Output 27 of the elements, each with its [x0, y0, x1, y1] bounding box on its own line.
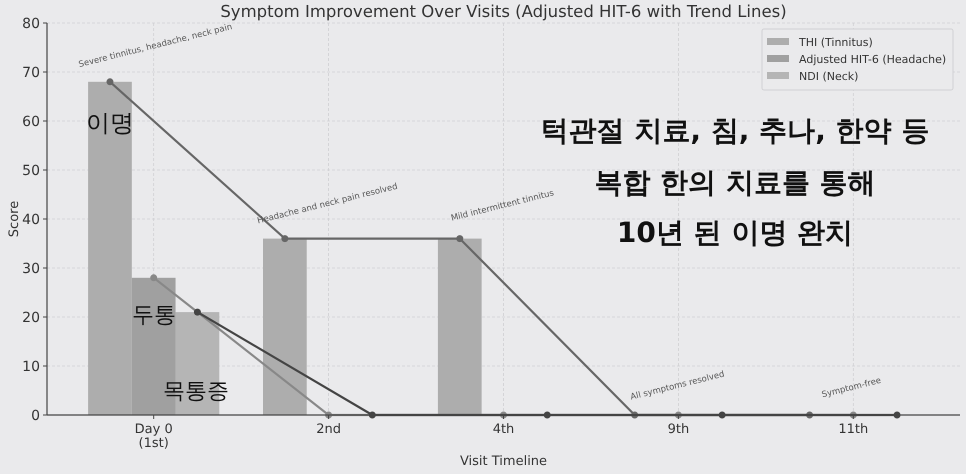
- x-tick-label: Day 0 (1st): [134, 422, 173, 451]
- x-tick-label: 11th: [838, 422, 868, 437]
- legend-label: THI (Tinnitus): [798, 36, 873, 49]
- y-tick-label: 50: [22, 163, 40, 179]
- legend-label: Adjusted HIT-6 (Headache): [799, 53, 946, 66]
- annotation: 복합 한의 치료를 통해: [594, 166, 876, 199]
- annotation: 이명: [86, 109, 134, 137]
- x-tick-label: 9th: [668, 422, 690, 437]
- x-tick-label: 2nd: [316, 422, 341, 437]
- y-tick-label: 20: [22, 310, 40, 326]
- y-tick-label: 70: [22, 65, 40, 81]
- y-tick-label: 40: [22, 212, 40, 228]
- x-axis-title: Visit Timeline: [460, 454, 548, 469]
- annotation: Severe tinnitus, headache, neck pain: [78, 22, 234, 70]
- y-tick-label: 60: [22, 114, 40, 130]
- annotation: 두통: [132, 303, 176, 328]
- y-axis-title: Score: [7, 200, 22, 238]
- annotation: 목통증: [163, 379, 229, 404]
- y-tick-label: 30: [22, 261, 40, 277]
- legend-label: NDI (Neck): [799, 70, 858, 83]
- annotation: 10년 된 이명 완치: [616, 216, 854, 249]
- x-tick-label: 4th: [492, 422, 514, 437]
- y-tick-label: 80: [22, 16, 40, 32]
- annotation: 턱관절 치료, 침, 추나, 한약 등: [540, 114, 930, 147]
- y-tick-label: 10: [22, 359, 40, 375]
- chart-title: Symptom Improvement Over Visits (Adjusted HIT-6 with Trend Lines): [220, 2, 787, 21]
- y-tick-label: 0: [31, 408, 40, 424]
